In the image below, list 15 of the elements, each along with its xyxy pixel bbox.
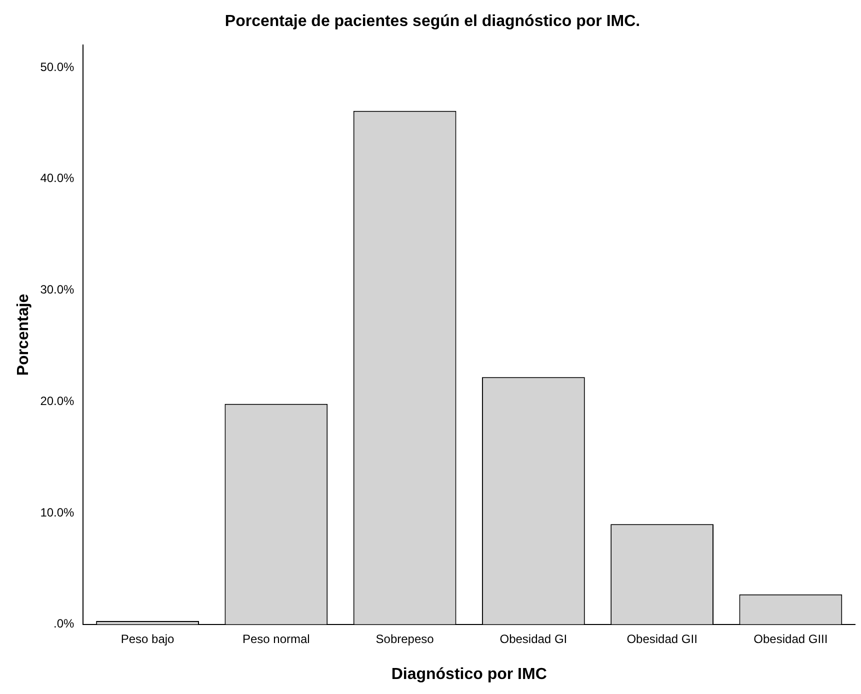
x-tick-label: Obesidad GII xyxy=(626,632,698,646)
x-tick-label: Peso normal xyxy=(242,632,310,646)
x-tick-label: Peso bajo xyxy=(120,632,175,646)
y-tick-label: 10.0% xyxy=(40,505,75,520)
x-tick-label: Sobrepeso xyxy=(376,632,434,646)
y-tick-label: .0% xyxy=(54,616,75,631)
chart-title: Porcentaje de pacientes según el diagnóstico por IMC. xyxy=(224,13,640,30)
y-tick-label: 40.0% xyxy=(40,171,75,186)
y-tick-label: 50.0% xyxy=(40,60,75,74)
x-axis-title: Diagnóstico por IMC xyxy=(391,666,548,683)
x-tick-label: Obesidad GIII xyxy=(754,632,828,646)
y-axis-title: Porcentaje xyxy=(15,294,32,376)
x-tick-label: Obesidad GI xyxy=(500,632,568,646)
y-tick-label: 20.0% xyxy=(40,394,75,408)
y-tick-label: 30.0% xyxy=(40,282,75,297)
